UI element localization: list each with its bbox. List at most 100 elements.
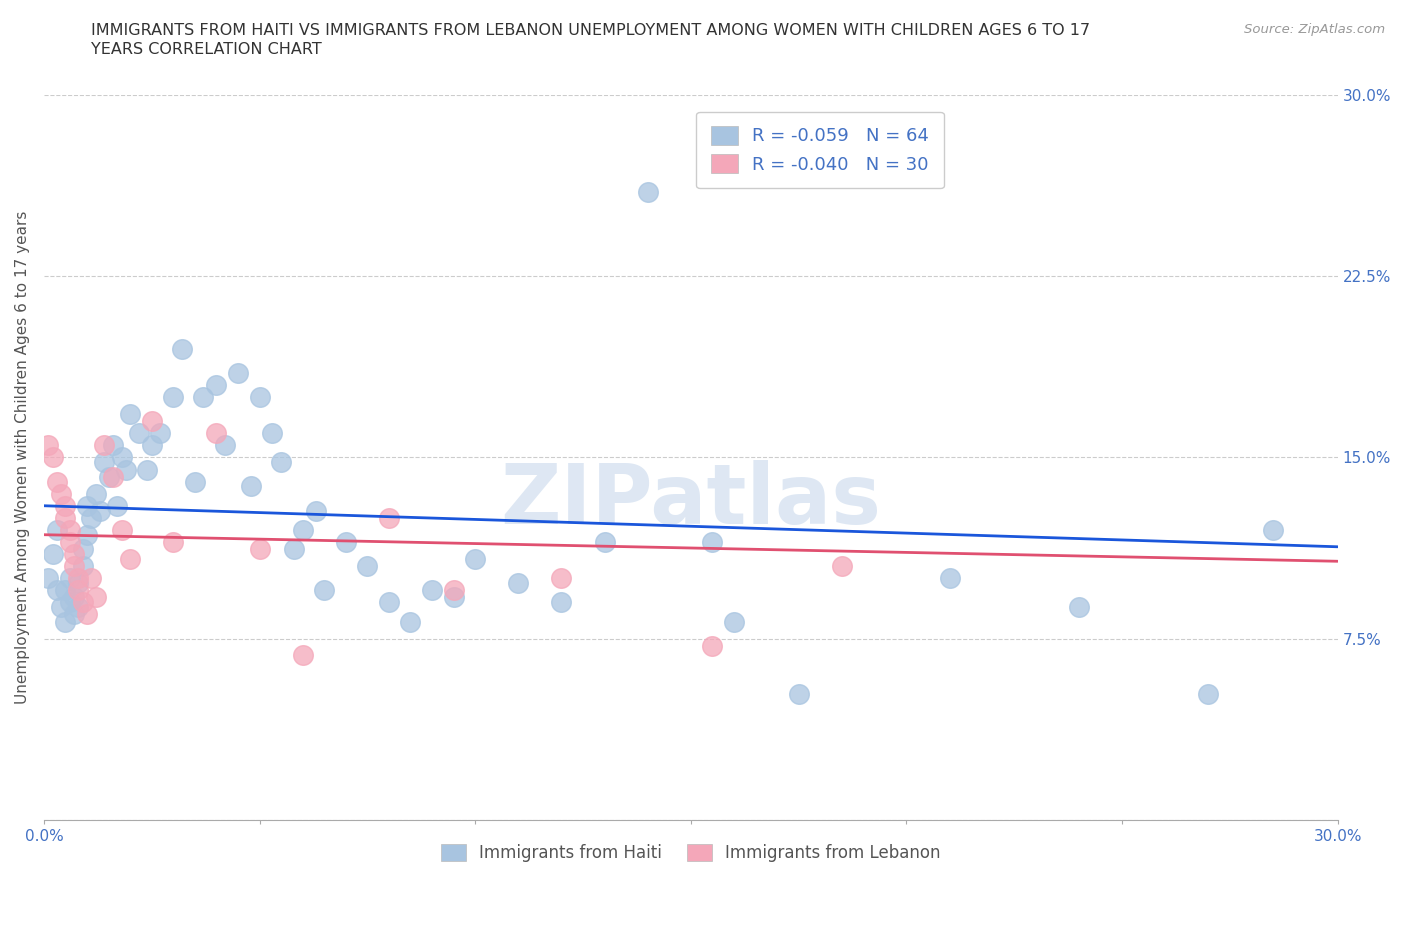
Point (291, 523, 314, 538)
Point (831, 559, 853, 574)
Point (1197, 686, 1219, 701)
Point (63, 559, 86, 574)
Point (291, 648, 314, 663)
Point (76, 607, 98, 622)
Point (205, 378, 228, 392)
Point (136, 462, 159, 477)
Point (378, 595, 401, 610)
Point (72, 542, 94, 557)
Point (59, 595, 82, 610)
Point (249, 542, 271, 557)
Point (45, 523, 67, 538)
Point (702, 535, 724, 550)
Point (193, 390, 215, 405)
Point (84, 486, 107, 501)
Point (262, 426, 284, 441)
Point (141, 438, 163, 453)
Point (41, 547, 63, 562)
Point (420, 583, 443, 598)
Y-axis label: Unemployment Among Women with Children Ages 6 to 17 years: Unemployment Among Women with Children A… (15, 211, 30, 704)
Point (45, 583, 67, 598)
Point (335, 535, 357, 550)
Point (464, 551, 486, 566)
Point (593, 535, 616, 550)
Point (84, 590, 107, 604)
Point (80, 511, 103, 525)
Point (170, 341, 193, 356)
Point (37, 438, 59, 453)
Point (356, 559, 378, 574)
Point (63, 607, 86, 622)
Point (105, 498, 128, 513)
Point (55, 583, 77, 598)
Point (249, 390, 271, 405)
Point (67, 600, 90, 615)
Point (80, 571, 103, 586)
Point (55, 498, 77, 513)
Point (239, 479, 262, 494)
Point (110, 450, 132, 465)
Point (49, 600, 72, 615)
Point (1261, 523, 1284, 538)
Point (702, 638, 724, 653)
Point (226, 365, 249, 380)
Point (550, 595, 572, 610)
Point (378, 511, 401, 525)
Point (97, 470, 120, 485)
Point (443, 590, 465, 604)
Legend: Immigrants from Haiti, Immigrants from Lebanon: Immigrants from Haiti, Immigrants from L… (434, 838, 948, 870)
Point (55, 614, 77, 629)
Point (59, 571, 82, 586)
Point (67, 583, 90, 598)
Point (283, 542, 305, 557)
Point (162, 390, 184, 405)
Point (59, 535, 82, 550)
Point (76, 498, 98, 513)
Point (637, 184, 659, 199)
Point (101, 438, 124, 453)
Text: YEARS CORRELATION CHART: YEARS CORRELATION CHART (91, 42, 322, 57)
Point (787, 686, 810, 701)
Point (101, 470, 124, 485)
Point (1067, 600, 1090, 615)
Point (120, 551, 142, 566)
Point (72, 559, 94, 574)
Point (93, 455, 115, 470)
Text: Source: ZipAtlas.com: Source: ZipAtlas.com (1244, 23, 1385, 36)
Point (114, 462, 136, 477)
Point (55, 511, 77, 525)
Point (49, 486, 72, 501)
Point (72, 595, 94, 610)
Point (76, 527, 98, 542)
Point (63, 547, 86, 562)
Point (128, 426, 150, 441)
Point (89, 503, 111, 518)
Point (141, 414, 163, 429)
Point (270, 455, 292, 470)
Point (59, 523, 82, 538)
Point (550, 571, 572, 586)
Point (304, 503, 326, 518)
Point (723, 614, 745, 629)
Point (214, 438, 236, 453)
Point (93, 438, 115, 453)
Point (41, 450, 63, 465)
Point (184, 474, 207, 489)
Text: ZIPatlas: ZIPatlas (501, 460, 882, 541)
Point (162, 535, 184, 550)
Point (205, 426, 228, 441)
Point (314, 583, 336, 598)
Point (67, 576, 90, 591)
Point (399, 614, 422, 629)
Point (37, 571, 59, 586)
Point (110, 523, 132, 538)
Point (508, 576, 530, 591)
Point (149, 426, 172, 441)
Point (63, 590, 86, 604)
Point (443, 583, 465, 598)
Point (938, 571, 960, 586)
Point (45, 474, 67, 489)
Point (120, 406, 142, 421)
Point (67, 571, 90, 586)
Text: IMMIGRANTS FROM HAITI VS IMMIGRANTS FROM LEBANON UNEMPLOYMENT AMONG WOMEN WITH C: IMMIGRANTS FROM HAITI VS IMMIGRANTS FROM… (91, 23, 1091, 38)
